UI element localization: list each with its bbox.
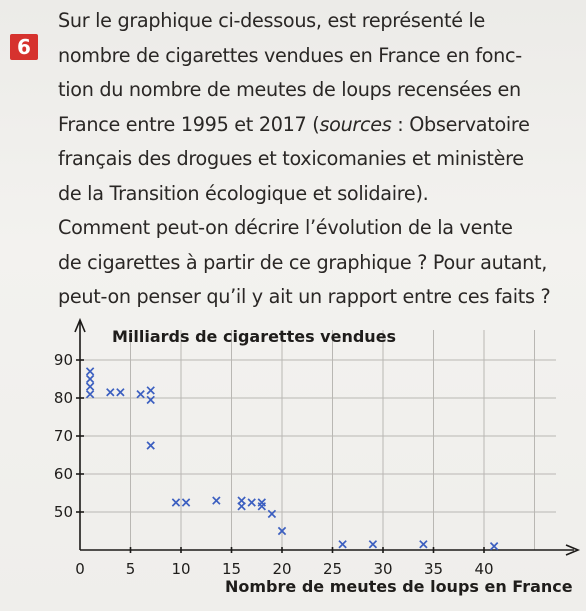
data-point (85, 389, 95, 399)
text-line-5: français des drogues et toxicomanies et … (58, 147, 524, 170)
data-point (171, 498, 181, 507)
text-line-4: France entre 1995 et 2017 (sources : Obs… (58, 108, 578, 143)
chart-axes (74, 317, 581, 556)
y-tick-label: 90 (54, 351, 73, 369)
data-point (257, 502, 267, 511)
data-point (106, 388, 115, 397)
exercise-number-badge: 6 (10, 34, 38, 60)
data-point (181, 498, 191, 507)
chart-grid (80, 330, 556, 550)
x-tick-label: 5 (126, 560, 136, 578)
data-point (237, 502, 246, 511)
data-point (136, 389, 145, 399)
data-point (247, 498, 256, 507)
text-line-7: Comment peut-on décrire l’évolution de l… (58, 216, 513, 239)
data-point (146, 386, 155, 395)
data-point (338, 540, 347, 549)
chart-points (85, 367, 499, 551)
data-point (146, 395, 155, 405)
text-line-6: de la Transition écologique et solidaire… (58, 181, 429, 205)
text-line-8: de cigarettes à partir de ce graphique ?… (58, 250, 548, 274)
y-tick-label: 60 (54, 465, 73, 483)
text-line-2: nombre de cigarettes vendues en France e… (58, 43, 522, 67)
x-tick-label: 0 (75, 560, 85, 578)
x-axis-arrow (565, 544, 581, 556)
x-tick-label: 40 (474, 560, 493, 578)
exercise-text: Sur le graphique ci-dessous, est représe… (58, 4, 578, 315)
text-line-9: peut-on penser qu’il y ait un rapport en… (58, 285, 551, 308)
y-axis-arrow (74, 317, 86, 333)
x-tick-label: 10 (171, 560, 190, 578)
data-point (212, 496, 221, 505)
y-tick-label: 50 (54, 503, 73, 521)
sources-word: sources (319, 112, 392, 136)
x-tick-label: 35 (424, 560, 443, 578)
x-tick-label: 15 (222, 560, 241, 578)
data-point (489, 541, 499, 551)
y-tick-label: 80 (54, 389, 73, 407)
data-point (85, 374, 95, 384)
text-line-3: tion du nombre de meutes de loups recens… (58, 78, 521, 101)
data-point (116, 388, 125, 397)
y-axis-label: Milliards de cigarettes vendues (112, 327, 396, 346)
data-point (146, 441, 155, 450)
text-line-4-start: France entre 1995 et 2017 ( (58, 112, 320, 136)
x-axis-label: Nombre de meutes de loups en France (225, 577, 573, 596)
chart-ticks: 0 5 10 15 20 25 30 35 40 50 60 70 80 90 (54, 351, 494, 578)
data-point (277, 526, 287, 536)
x-tick-label: 25 (323, 560, 342, 578)
data-point (85, 382, 95, 391)
text-line-4-end: : Observatoire (391, 112, 530, 136)
data-point (419, 540, 428, 549)
text-line-1: Sur le graphique ci-dessous, est représe… (58, 9, 486, 32)
data-point (257, 498, 267, 507)
data-point (267, 509, 277, 519)
data-point (368, 540, 378, 549)
data-point (85, 367, 95, 376)
x-tick-label: 20 (272, 560, 291, 578)
x-tick-label: 30 (373, 560, 392, 578)
y-tick-label: 70 (54, 427, 73, 445)
